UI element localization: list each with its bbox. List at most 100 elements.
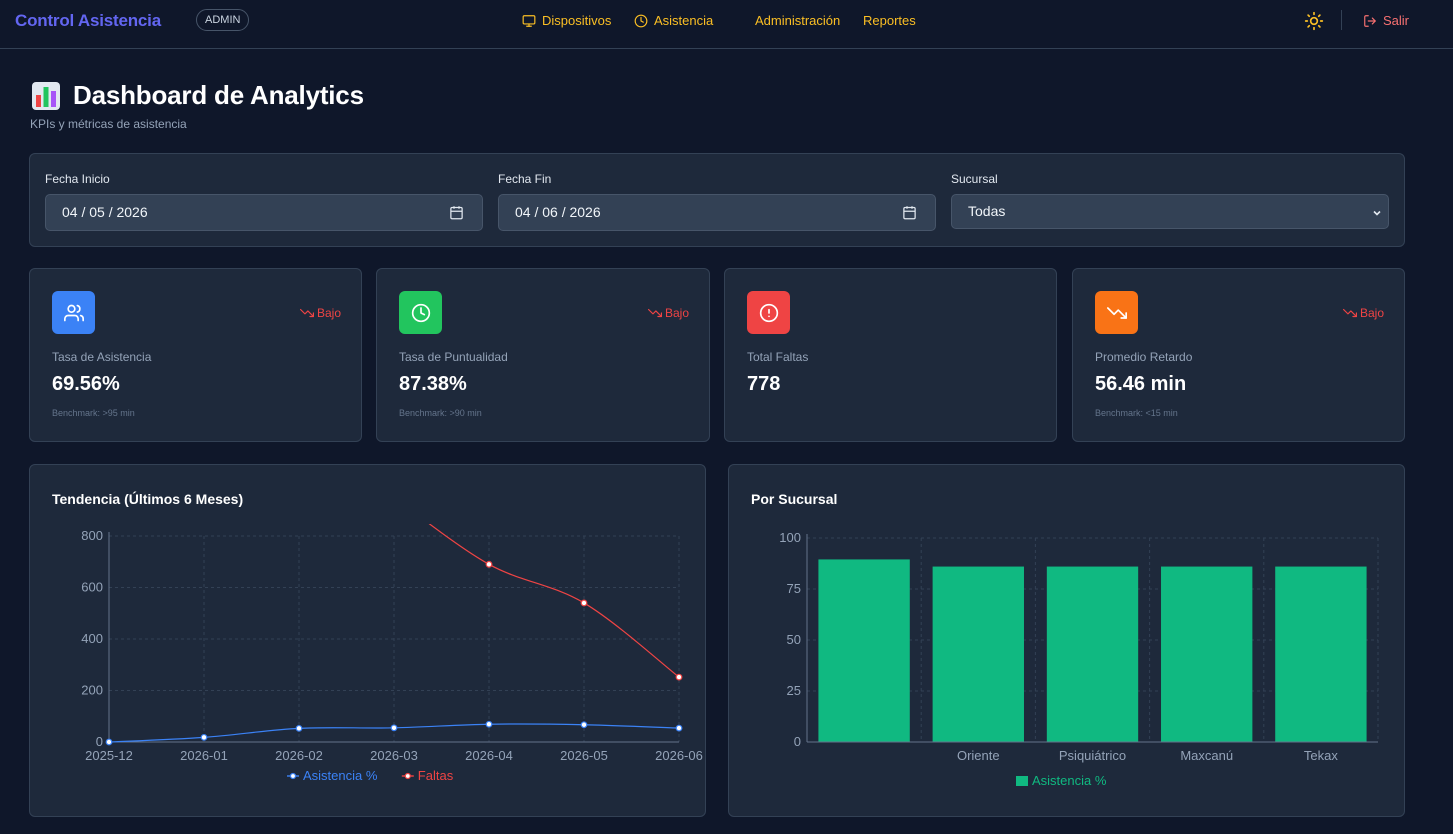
kpi-trend: Bajo (647, 306, 689, 320)
legend-swatch-point (289, 772, 297, 780)
end-date-input[interactable]: 04 / 06 / 2026 (498, 194, 936, 231)
nav-divider (1341, 10, 1342, 30)
chart-legend: Asistencia % Faltas (287, 768, 454, 783)
data-point (200, 733, 208, 741)
end-date-value: 04 / 06 / 2026 (515, 204, 601, 220)
nav-link-reportes[interactable]: Reportes (863, 13, 916, 28)
kpi-label: Promedio Retardo (1095, 350, 1193, 364)
series-line (428, 524, 680, 678)
start-date-input[interactable]: 04 / 05 / 2026 (45, 194, 483, 231)
bar (1275, 566, 1367, 742)
nav-link-asistencia[interactable]: Asistencia (634, 13, 713, 28)
end-date-label: Fecha Fin (498, 172, 552, 186)
legend-swatch (1016, 776, 1028, 786)
kpi-label: Tasa de Puntualidad (399, 350, 508, 364)
kpi-icon-box (747, 291, 790, 334)
brand-logo[interactable]: Control Asistencia (15, 11, 161, 30)
trending-down-icon (1342, 308, 1357, 318)
x-tick-label: Maxcanú (1180, 748, 1233, 763)
alert-circle-icon (759, 303, 778, 322)
kpi-card-faltas: Total Faltas 778 (724, 268, 1057, 442)
x-tick-label: 2026-06 (655, 748, 703, 763)
kpi-benchmark: Benchmark: <15 min (1095, 408, 1178, 418)
kpi-label: Total Faltas (747, 350, 809, 364)
calendar-icon[interactable] (449, 205, 464, 220)
data-point (485, 720, 493, 728)
branch-bar-chart: 0 25 50 75 100 Oriente Psiquiátrico Maxcanú Teka… (779, 530, 1379, 788)
logout-button[interactable]: Salir (1363, 13, 1409, 28)
y-tick-label: 200 (81, 683, 103, 698)
chart-legend: Asistencia % (1016, 773, 1107, 788)
legend-label: Faltas (418, 768, 454, 783)
data-point (675, 724, 683, 732)
start-date-label: Fecha Inicio (45, 172, 110, 186)
y-tick-label: 75 (787, 581, 801, 596)
kpi-trend-label: Bajo (1359, 306, 1384, 320)
y-tick-label: 25 (787, 683, 801, 698)
data-point (675, 673, 683, 681)
nav-link-label: Dispositivos (542, 13, 612, 28)
y-tick-label: 0 (96, 734, 103, 749)
trending-down-icon (1106, 306, 1127, 319)
bar (818, 559, 910, 742)
kpi-benchmark: Benchmark: >90 min (399, 408, 482, 418)
page-subtitle: KPIs y métricas de asistencia (30, 117, 187, 131)
x-tick-label: 2026-03 (370, 748, 418, 763)
kpi-card-puntualidad: Bajo Tasa de Puntualidad 87.38% Benchmar… (376, 268, 710, 442)
x-tick-label: Oriente (957, 748, 1000, 763)
logout-label: Salir (1383, 13, 1410, 28)
legend-swatch-point (404, 772, 411, 780)
y-tick-label: 100 (779, 530, 801, 545)
kpi-card-retardo: Bajo Promedio Retardo 56.46 min Benchmar… (1072, 268, 1405, 442)
nav-link-administracion[interactable]: Administración (755, 13, 840, 28)
page-title: Dashboard de Analytics (73, 80, 364, 110)
y-tick-label: 0 (794, 734, 801, 749)
kpi-icon-box (52, 291, 95, 334)
bar-chart-emoji-icon (32, 81, 60, 110)
kpi-label: Tasa de Asistencia (52, 350, 152, 364)
chart-title: Por Sucursal (751, 491, 838, 507)
x-tick-label: Tekax (1304, 748, 1338, 763)
branch-select[interactable]: Todas (951, 194, 1389, 229)
x-tick-label: 2026-02 (275, 748, 323, 763)
clock-icon (634, 14, 648, 27)
kpi-value: 87.38% (399, 373, 467, 395)
kpi-benchmark: Benchmark: >95 min (52, 408, 135, 418)
bar (1046, 566, 1139, 742)
kpi-card-asistencia: Bajo Tasa de Asistencia 69.56% Benchmark… (29, 268, 362, 442)
filter-panel: Fecha Inicio 04 / 05 / 2026 Fecha Fin 04… (29, 153, 1405, 247)
y-tick-label: 800 (81, 528, 103, 543)
role-badge: ADMIN (196, 9, 250, 31)
y-tick-label: 400 (81, 631, 103, 646)
logout-icon (1364, 14, 1376, 27)
nav-link-label: Reportes (863, 13, 916, 28)
x-tick-label: Psiquiátrico (1059, 748, 1126, 763)
nav-link-label: Administración (755, 13, 841, 28)
bar (932, 566, 1024, 742)
kpi-trend: Bajo (1342, 306, 1384, 320)
branch-label: Sucursal (951, 172, 998, 186)
branch-select-value: Todas (968, 203, 1006, 219)
x-tick-label: 2026-05 (560, 748, 608, 763)
calendar-icon[interactable] (902, 205, 917, 220)
data-point (580, 721, 588, 729)
trend-line-chart: 0 200 400 600 800 2025-12 2026-01 2026-02 2026-0… (81, 524, 703, 783)
users-icon (63, 304, 84, 321)
kpi-icon-box (1095, 291, 1138, 334)
nav-link-label: Asistencia (654, 13, 714, 28)
data-point (295, 724, 303, 732)
trending-down-icon (647, 308, 662, 318)
kpi-value: 56.46 min (1095, 373, 1187, 395)
data-point (580, 599, 588, 607)
start-date-value: 04 / 05 / 2026 (62, 204, 148, 220)
x-tick-label: 2026-04 (465, 748, 513, 763)
branch-chart-card: Por Sucursal 0 25 50 75 100 Oriente Psiquiátri… (728, 464, 1405, 817)
kpi-value: 778 (747, 373, 781, 395)
bar (1161, 566, 1253, 742)
nav-link-dispositivos[interactable]: Dispositivos (522, 13, 611, 28)
sun-icon[interactable] (1304, 11, 1324, 31)
chart-title: Tendencia (Últimos 6 Meses) (52, 491, 244, 507)
legend-label: Asistencia % (303, 768, 378, 783)
data-point (485, 560, 493, 568)
data-point (390, 724, 398, 732)
